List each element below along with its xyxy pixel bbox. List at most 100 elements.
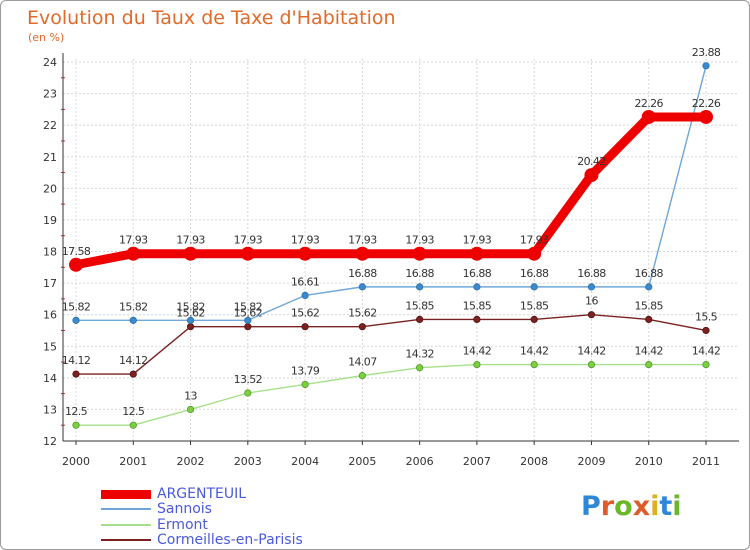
data-label: 15.62 (291, 307, 320, 320)
data-point (584, 168, 599, 183)
data-point (645, 315, 653, 324)
data-label: 15.85 (520, 299, 549, 312)
data-label: 17.93 (348, 234, 377, 247)
series-line-argenteuil (71, 112, 711, 270)
logo-letter: i (672, 491, 682, 522)
data-point (358, 323, 366, 331)
x-tick-label: 2006 (406, 455, 434, 468)
data-point (473, 283, 481, 291)
data-label: 17.93 (234, 234, 263, 247)
data-label: 17.58 (62, 245, 91, 258)
data-label: 15.5 (695, 310, 718, 323)
data-label: 16.61 (291, 275, 320, 288)
data-label: 14.07 (348, 356, 377, 369)
data-point (72, 421, 80, 429)
data-label: 14.12 (62, 354, 91, 367)
data-label: 15.62 (348, 307, 377, 320)
data-point (355, 246, 370, 261)
y-tick-label: 18 (43, 246, 57, 259)
data-point (469, 246, 484, 261)
data-label: 15.82 (176, 300, 205, 313)
x-tick-label: 2000 (62, 455, 90, 468)
logo-letter: x (632, 491, 651, 522)
data-point (301, 291, 309, 300)
data-label: 15.82 (234, 300, 263, 313)
proxiti-logo: Proxiti (581, 491, 682, 522)
series-line-sannois (75, 65, 707, 322)
data-label: 14.42 (692, 345, 721, 358)
data-point (69, 257, 83, 272)
x-tick-label: 2011 (692, 455, 720, 468)
logo-letter: t (659, 491, 673, 522)
data-point (186, 323, 195, 331)
data-point (129, 370, 137, 378)
data-point (244, 316, 252, 324)
legend-label: Sannois (157, 501, 212, 517)
logo-letter: o (614, 491, 633, 522)
series-line-cormeilles-en-parisis (75, 313, 707, 375)
data-label: 13.79 (291, 364, 320, 377)
data-point (416, 315, 424, 324)
data-point (587, 360, 596, 369)
data-point (186, 405, 195, 414)
y-tick-label: 22 (43, 119, 57, 132)
data-label: 22.26 (692, 97, 721, 110)
data-label: 14.32 (405, 348, 434, 361)
x-tick-label: 2005 (348, 455, 376, 468)
x-tick-label: 2007 (463, 455, 491, 468)
data-point (530, 315, 538, 324)
legend-swatch (101, 489, 151, 499)
data-point (72, 316, 80, 324)
data-label: 15.85 (463, 299, 492, 312)
legend-label: Ermont (157, 517, 208, 533)
data-point (129, 421, 137, 429)
data-point (129, 316, 137, 324)
data-point (587, 283, 596, 291)
data-label: 17.93 (463, 234, 492, 247)
data-point (473, 315, 481, 324)
legend-swatch (101, 508, 151, 510)
data-label: 14.12 (119, 354, 148, 367)
y-tick-label: 23 (43, 88, 57, 101)
x-tick-label: 2003 (234, 455, 262, 468)
data-point (645, 360, 653, 369)
data-point (530, 360, 538, 369)
legend-label: ARGENTEUIL (157, 486, 247, 502)
data-label: 16.88 (405, 267, 434, 280)
data-point (244, 389, 252, 397)
data-label: 23.88 (692, 46, 721, 59)
data-label: 14.42 (577, 345, 606, 358)
data-label: 14.42 (634, 345, 663, 358)
x-tick-label: 2009 (577, 455, 605, 468)
data-label: 16.88 (634, 267, 663, 280)
y-tick-label: 12 (43, 435, 57, 448)
data-label: 17.93 (176, 234, 205, 247)
data-point (702, 326, 710, 335)
data-label: 16.88 (463, 267, 492, 280)
data-label: 13 (184, 389, 197, 402)
data-label: 16.88 (577, 267, 606, 280)
data-label: 15.62 (176, 307, 205, 320)
data-point (186, 316, 195, 324)
legend-item: ARGENTEUIL (101, 486, 246, 502)
data-point (702, 62, 710, 70)
data-point (641, 109, 656, 124)
data-point (645, 283, 653, 291)
data-point (301, 323, 309, 331)
data-label: 12.5 (122, 405, 145, 418)
data-label: 13.52 (234, 373, 263, 386)
y-tick-label: 24 (43, 56, 57, 69)
data-point (412, 246, 427, 261)
data-point (416, 283, 424, 291)
x-tick-label: 2001 (119, 455, 147, 468)
data-label: 16.88 (348, 267, 377, 280)
data-point (587, 311, 596, 319)
data-label: 16 (585, 295, 598, 308)
x-tick-label: 2002 (177, 455, 205, 468)
legend-swatch (101, 524, 151, 526)
series-line-ermont (75, 363, 707, 426)
data-label: 15.85 (634, 299, 663, 312)
data-point (72, 370, 80, 378)
